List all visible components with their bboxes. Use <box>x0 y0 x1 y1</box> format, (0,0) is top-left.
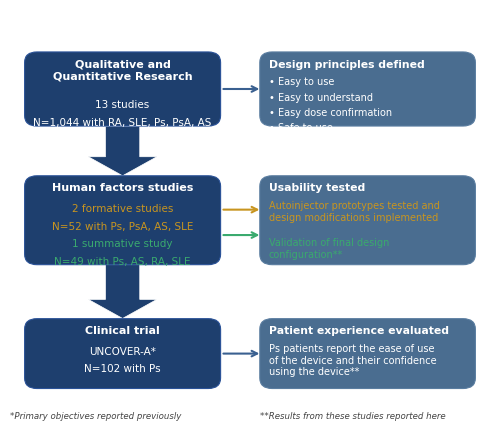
Text: Patient experience evaluated: Patient experience evaluated <box>268 326 448 336</box>
FancyBboxPatch shape <box>260 52 476 126</box>
Text: • Safe to use: • Safe to use <box>268 123 332 133</box>
Text: Usability tested: Usability tested <box>268 184 365 194</box>
Text: • Easy to use: • Easy to use <box>268 77 334 87</box>
FancyBboxPatch shape <box>24 52 220 126</box>
FancyBboxPatch shape <box>24 176 220 265</box>
Text: 1 summative study: 1 summative study <box>72 239 173 249</box>
Text: UNCOVER-A*: UNCOVER-A* <box>89 346 156 356</box>
FancyArrow shape <box>88 265 157 318</box>
Text: Autoinjector prototypes tested and
design modifications implemented: Autoinjector prototypes tested and desig… <box>268 201 440 223</box>
Text: Validation of final design
configuration**: Validation of final design configuration… <box>268 238 389 260</box>
Text: • Easy dose confirmation: • Easy dose confirmation <box>268 108 392 118</box>
Text: Design principles defined: Design principles defined <box>268 60 424 70</box>
Text: *Primary objectives reported previously: *Primary objectives reported previously <box>10 412 182 421</box>
FancyBboxPatch shape <box>260 176 476 265</box>
Text: N=49 with Ps, AS, RA, SLE: N=49 with Ps, AS, RA, SLE <box>54 257 191 267</box>
Text: Clinical trial: Clinical trial <box>85 326 160 336</box>
Text: Human factors studies: Human factors studies <box>52 184 194 194</box>
Text: N=1,044 with RA, SLE, Ps, PsA, AS: N=1,044 with RA, SLE, Ps, PsA, AS <box>34 118 212 128</box>
Text: Ps patients report the ease of use
of the device and their confidence
using the : Ps patients report the ease of use of th… <box>268 344 436 377</box>
FancyBboxPatch shape <box>260 319 476 388</box>
Text: 13 studies: 13 studies <box>96 100 150 110</box>
Text: N=52 with Ps, PsA, AS, SLE: N=52 with Ps, PsA, AS, SLE <box>52 222 194 232</box>
Text: **Results from these studies reported here: **Results from these studies reported he… <box>260 412 446 421</box>
Text: • Easy to understand: • Easy to understand <box>268 92 372 102</box>
Text: N=102 with Ps: N=102 with Ps <box>84 364 161 375</box>
Text: Qualitative and
Quantitative Research: Qualitative and Quantitative Research <box>53 60 192 81</box>
Text: 2 formative studies: 2 formative studies <box>72 204 174 214</box>
FancyArrow shape <box>88 126 157 176</box>
FancyBboxPatch shape <box>24 319 220 388</box>
